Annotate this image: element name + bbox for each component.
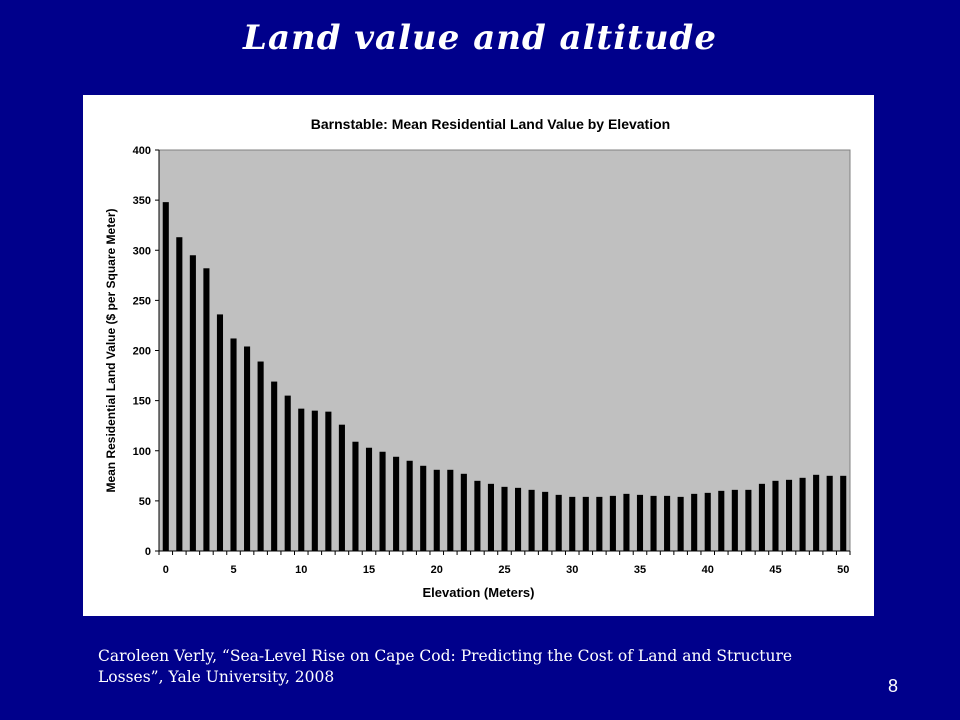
bar — [406, 460, 413, 551]
slide-title: Land value and altitude — [243, 18, 717, 58]
bar — [677, 496, 684, 551]
x-tick-label: 35 — [634, 564, 646, 576]
bar — [623, 493, 630, 551]
y-tick-label: 400 — [133, 145, 151, 157]
y-tick-label: 100 — [133, 446, 151, 458]
bar — [718, 490, 725, 551]
bar — [636, 494, 644, 551]
bar — [582, 496, 589, 551]
x-tick-label: 40 — [702, 564, 714, 576]
bar — [799, 477, 806, 551]
bar — [189, 255, 196, 551]
bar — [216, 314, 224, 551]
y-tick-label: 50 — [139, 496, 151, 508]
bar — [447, 469, 454, 551]
y-tick-label: 300 — [133, 245, 151, 257]
bar — [271, 381, 278, 551]
x-tick-label: 10 — [295, 564, 307, 576]
bar — [365, 447, 373, 551]
y-axis-title: Mean Residential Land Value ($ per Squar… — [104, 208, 118, 492]
x-tick-label: 50 — [837, 564, 849, 576]
bar — [772, 480, 779, 551]
y-tick-label: 350 — [133, 195, 151, 207]
bar — [487, 483, 494, 551]
bar — [785, 479, 793, 551]
bar — [257, 361, 264, 551]
bar — [758, 483, 765, 551]
bar — [311, 410, 318, 551]
y-tick-label: 150 — [133, 396, 151, 408]
bar — [379, 451, 386, 551]
bar — [501, 486, 508, 551]
chart-title: Barnstable: Mean Residential Land Value … — [311, 116, 670, 132]
bar — [460, 473, 467, 551]
bar — [704, 492, 711, 551]
x-tick-label: 25 — [498, 564, 510, 576]
x-tick-label: 30 — [566, 564, 578, 576]
bar — [691, 493, 698, 551]
x-tick-label: 45 — [769, 564, 781, 576]
x-tick-label: 15 — [363, 564, 375, 576]
bar — [244, 346, 251, 551]
bar — [542, 491, 549, 551]
bar — [230, 338, 237, 551]
bar — [569, 496, 576, 551]
bar — [528, 489, 535, 551]
bar — [298, 408, 305, 551]
bar — [162, 202, 169, 551]
bar — [745, 489, 752, 551]
chart-panel: Barnstable: Mean Residential Land Value … — [83, 95, 874, 616]
x-axis-title: Elevation (Meters) — [423, 585, 535, 600]
bar — [826, 475, 833, 551]
bar — [352, 441, 359, 551]
bar — [393, 456, 400, 551]
bar — [325, 411, 332, 551]
x-tick-label: 5 — [230, 564, 236, 576]
y-tick-label: 0 — [145, 546, 151, 558]
y-tick-label: 250 — [133, 295, 151, 307]
bar — [609, 495, 616, 551]
bar — [474, 480, 481, 551]
bar — [731, 489, 738, 551]
bar — [284, 395, 291, 551]
bar — [515, 487, 522, 551]
bar — [176, 237, 183, 551]
x-tick-label: 0 — [163, 564, 169, 576]
bar — [840, 475, 847, 551]
citation: Caroleen Verly, “Sea-Level Rise on Cape … — [98, 647, 793, 686]
bar — [555, 494, 562, 551]
bar — [420, 465, 427, 551]
x-tick-label: 20 — [431, 564, 443, 576]
bar — [813, 474, 820, 551]
bar — [203, 268, 210, 551]
y-tick-label: 200 — [133, 346, 151, 358]
bar — [664, 495, 671, 551]
bar — [650, 495, 657, 551]
bar-chart: Barnstable: Mean Residential Land Value … — [104, 116, 851, 600]
bar — [596, 496, 603, 551]
bar — [338, 424, 345, 551]
page-number: 8 — [888, 676, 899, 696]
bar — [433, 469, 440, 551]
